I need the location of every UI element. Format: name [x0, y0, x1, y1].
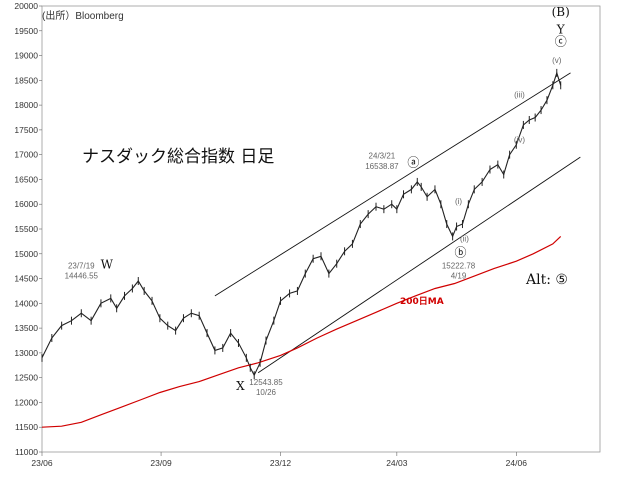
annotation-label: 24/3/21: [369, 152, 396, 161]
x-tick-label: 24/06: [506, 458, 528, 468]
annotation-label: 4/19: [451, 272, 467, 281]
y-tick-label: 16500: [14, 174, 38, 184]
x-tick-label: 23/06: [31, 458, 53, 468]
annotation-label: 14446.55: [65, 272, 99, 281]
y-tick-label: 17000: [14, 150, 38, 160]
x-tick-label: 23/09: [150, 458, 172, 468]
x-tick-label: 23/12: [270, 458, 292, 468]
y-tick-label: 18000: [14, 100, 38, 110]
annotation-label: (ii): [460, 234, 469, 243]
y-tick-label: 11500: [15, 422, 38, 432]
y-tick-label: 19000: [14, 51, 38, 61]
y-tick-label: 20000: [14, 1, 38, 11]
plot-area: 20000 19500 19000 18500 18000 17500 17000 16500…: [14, 1, 601, 468]
annotation-label: ⓒ: [555, 35, 567, 49]
annotation-label: 10/26: [256, 388, 277, 397]
y-tick-label: 12000: [14, 397, 38, 407]
ma-label: 200日MA: [400, 296, 444, 307]
annotation-label: Y: [556, 22, 566, 36]
annotation-label: (v): [552, 56, 562, 65]
y-tick-label: 14500: [14, 274, 38, 284]
series-line-price: [41, 71, 562, 377]
annotation-label: X: [236, 379, 245, 393]
channel-line-lower: [257, 156, 581, 374]
annotation-label: 15222.78: [442, 262, 476, 271]
annotation-label: 12543.85: [249, 378, 283, 387]
y-tick-label: 16000: [14, 199, 38, 209]
annotation-label: W: [101, 258, 114, 272]
y-tick-label: 17500: [14, 125, 38, 135]
y-tick-label: 19500: [14, 26, 38, 36]
y-tick-label: 15000: [14, 249, 38, 259]
y-tick-label: 15500: [14, 224, 38, 234]
annotation-label: (iii): [514, 91, 525, 100]
y-tick-label: 13000: [14, 348, 38, 358]
channel-line-upper: [214, 72, 571, 297]
y-tick-label: 11000: [15, 447, 38, 457]
y-tick-label: 14000: [14, 298, 38, 308]
annotation-label: (B): [552, 5, 570, 19]
annotation-label: 23/7/19: [68, 262, 95, 271]
annotation-label: (i): [455, 197, 462, 206]
series-line-ma200: [41, 235, 562, 428]
annotation-label: ⓐ: [407, 156, 419, 170]
annotation-label: ⓑ: [454, 245, 466, 259]
source-label: (出所）Bloomberg: [42, 9, 124, 22]
x-tick-label: 24/03: [386, 458, 408, 468]
annotation-label: 16538.87: [365, 162, 399, 171]
y-tick-label: 12500: [14, 373, 38, 383]
y-tick-label: 13500: [14, 323, 38, 333]
chart-title: ナスダック総合指数 日足: [82, 147, 274, 167]
annotation-label: (iv): [514, 135, 525, 144]
alt-wave-label: Alt: ⑤: [525, 272, 568, 288]
y-tick-label: 18500: [14, 75, 38, 85]
